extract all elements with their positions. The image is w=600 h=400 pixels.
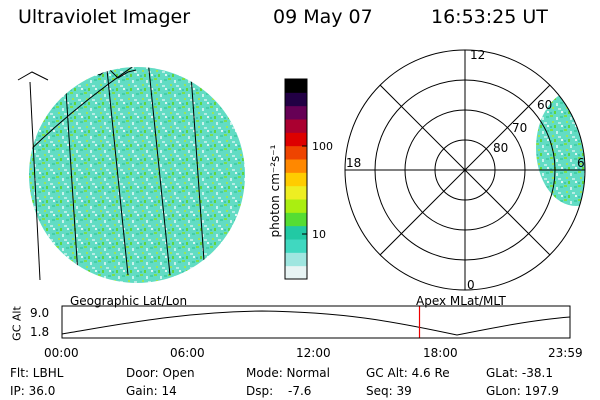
coastline-outline bbox=[17, 71, 49, 81]
altitude-curve bbox=[61, 310, 571, 336]
geographic-label: Geographic Lat/Lon bbox=[70, 294, 188, 308]
colorbar-segment bbox=[285, 132, 307, 147]
longitude-line bbox=[63, 67, 79, 276]
colorbar-segment bbox=[285, 172, 307, 187]
colorbar-unit-label: photon cm⁻²s⁻¹ bbox=[268, 144, 282, 238]
mlt-label-12: 12 bbox=[470, 48, 486, 62]
altitude-timeline bbox=[61, 305, 571, 339]
colorbar-segment bbox=[285, 119, 307, 133]
mlat-label-80: 80 bbox=[493, 141, 509, 155]
colorbar-segment bbox=[285, 185, 307, 200]
colorbar-tick-10: 10 bbox=[312, 228, 326, 241]
x-tick-0600: 06:00 bbox=[170, 346, 205, 360]
mlt-label-18: 18 bbox=[346, 156, 362, 170]
mlt-label-0: 0 bbox=[467, 278, 475, 292]
aurora-patch bbox=[536, 90, 585, 206]
ip-readout: IP: 36.0 bbox=[10, 384, 56, 398]
x-tick-2359: 23:59 bbox=[548, 346, 583, 360]
y-tick-min: 1.8 bbox=[30, 325, 50, 339]
dsp-value: -7.6 bbox=[288, 384, 312, 398]
color-bar bbox=[284, 78, 308, 280]
polar-mlt-plot bbox=[344, 49, 586, 291]
colorbar-tick-100: 100 bbox=[312, 140, 333, 153]
gc-alt-axis-title: GC Alt bbox=[10, 306, 24, 341]
glat-readout: GLat: -38.1 bbox=[486, 366, 553, 380]
mode-readout: Mode: Normal bbox=[246, 366, 330, 380]
mlt-label-6: 6 bbox=[577, 156, 585, 170]
longitude-line-outside bbox=[29, 81, 41, 281]
colorbar-segment bbox=[285, 159, 307, 173]
uv-image-geographic bbox=[17, 67, 245, 283]
longitude-line bbox=[189, 67, 206, 276]
colorbar-segment bbox=[285, 265, 307, 280]
earth-disk bbox=[29, 67, 245, 283]
x-tick-1800: 18:00 bbox=[423, 346, 458, 360]
colorbar-segment bbox=[285, 212, 307, 227]
colorbar-segment bbox=[285, 225, 307, 240]
gc-alt-readout: GC Alt: 4.6 Re bbox=[366, 366, 450, 380]
observation-date: 09 May 07 bbox=[273, 6, 373, 28]
longitude-line bbox=[147, 67, 171, 276]
instrument-title: Ultraviolet Imager bbox=[18, 6, 191, 28]
colorbar-segment bbox=[285, 145, 307, 160]
coastline bbox=[89, 67, 137, 79]
y-tick-max: 9.0 bbox=[30, 306, 50, 320]
apex-label: Apex MLat/MLT bbox=[416, 294, 506, 308]
observation-time: 16:53:25 UT bbox=[431, 6, 548, 28]
x-tick-1200: 12:00 bbox=[296, 346, 331, 360]
dsp-label: Dsp: bbox=[246, 384, 274, 398]
colorbar-segment bbox=[285, 252, 307, 267]
meridian-diag-2 bbox=[379, 84, 551, 256]
colorbar-segment bbox=[285, 92, 307, 107]
gain-readout: Gain: 14 bbox=[126, 384, 177, 398]
longitude-line bbox=[105, 67, 129, 276]
mlat-label-60: 60 bbox=[537, 98, 553, 112]
mlat-label-70: 70 bbox=[512, 121, 528, 135]
glon-readout: GLon: 197.9 bbox=[486, 384, 559, 398]
x-tick-0000: 00:00 bbox=[44, 346, 79, 360]
colorbar-segment bbox=[285, 199, 307, 213]
seq-readout: Seq: 39 bbox=[366, 384, 412, 398]
colorbar-segment bbox=[285, 79, 307, 93]
colorbar-segment bbox=[285, 239, 307, 253]
door-readout: Door: Open bbox=[126, 366, 195, 380]
colorbar-segment bbox=[285, 105, 307, 120]
filter-readout: Flt: LBHL bbox=[10, 366, 64, 380]
